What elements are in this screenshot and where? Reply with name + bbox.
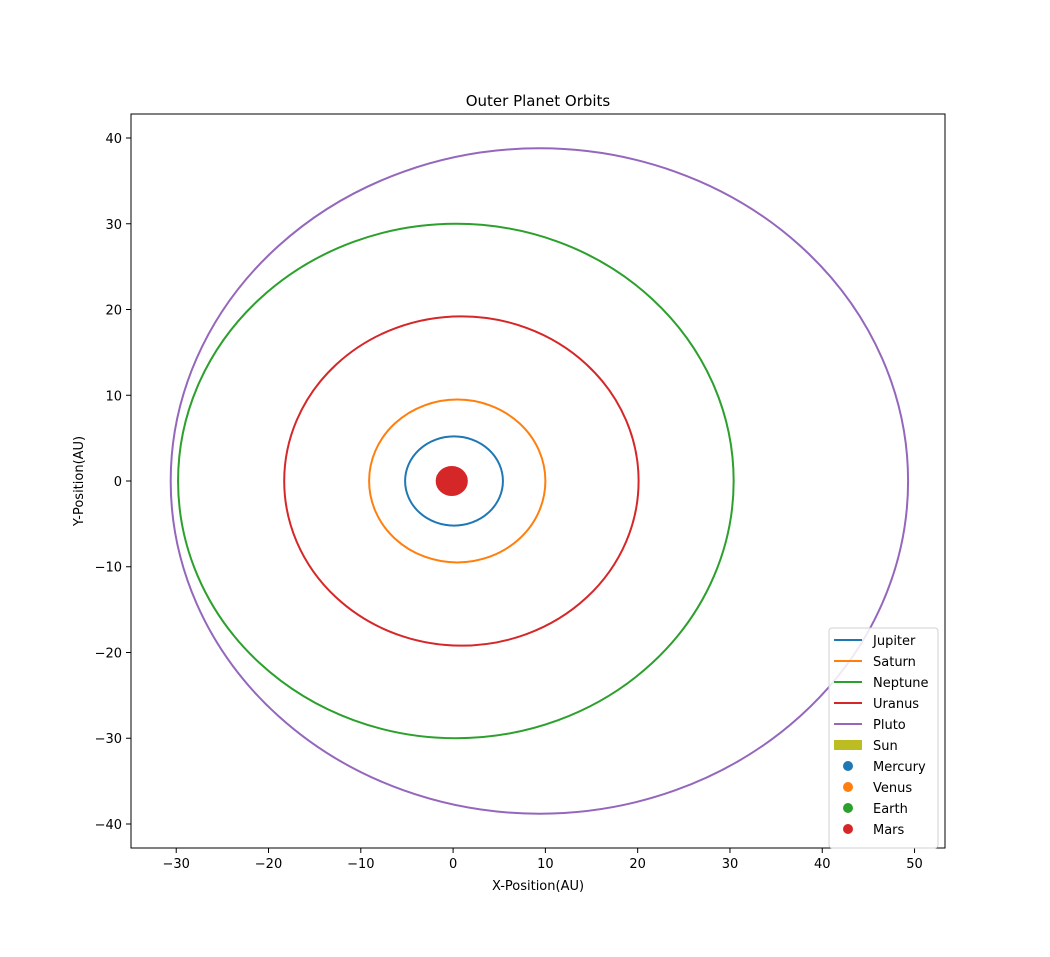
chart-title: Outer Planet Orbits bbox=[466, 92, 611, 110]
legend-label-venus: Venus bbox=[873, 781, 912, 796]
y-tick-label: −30 bbox=[95, 732, 122, 747]
x-axis-label: X-Position(AU) bbox=[492, 879, 584, 894]
legend-label-saturn: Saturn bbox=[873, 655, 916, 670]
y-tick-label: 40 bbox=[105, 132, 122, 147]
legend-label-sun: Sun bbox=[873, 739, 898, 754]
x-tick-label: 40 bbox=[814, 857, 831, 872]
y-tick-label: 20 bbox=[105, 304, 122, 319]
plot-area bbox=[169, 147, 910, 815]
y-tick-label: −20 bbox=[95, 646, 122, 661]
legend: Jupiter Saturn Neptune Uranus Pluto Sun Mercur… bbox=[828, 627, 939, 849]
legend-swatch-sun bbox=[834, 740, 862, 750]
x-axis: −30 −20 −10 0 10 20 30 40 50 bbox=[163, 848, 923, 872]
x-tick-label: −20 bbox=[255, 857, 282, 872]
legend-label-mercury: Mercury bbox=[873, 760, 926, 775]
legend-label-mars: Mars bbox=[873, 823, 905, 838]
axes-frame bbox=[130, 113, 946, 849]
y-tick-label: −10 bbox=[95, 561, 122, 576]
neptune-orbit bbox=[177, 222, 735, 740]
legend-swatch-venus bbox=[843, 782, 853, 792]
legend-label-pluto: Pluto bbox=[873, 718, 906, 733]
legend-swatch-mars bbox=[843, 824, 853, 834]
x-tick-label: −30 bbox=[163, 857, 190, 872]
x-tick-label: 50 bbox=[906, 857, 923, 872]
mars-orbit bbox=[435, 465, 468, 497]
legend-swatch-mercury bbox=[843, 761, 853, 771]
uranus-orbit bbox=[283, 315, 640, 647]
legend-label-neptune: Neptune bbox=[873, 676, 929, 691]
y-tick-label: 30 bbox=[105, 218, 122, 233]
x-tick-label: 0 bbox=[449, 857, 457, 872]
pluto-orbit bbox=[169, 147, 910, 815]
y-tick-label: 10 bbox=[105, 389, 122, 404]
x-tick-label: 30 bbox=[722, 857, 739, 872]
y-axis: −40 −30 −20 −10 0 10 20 30 40 bbox=[95, 132, 131, 833]
legend-swatch-earth bbox=[843, 803, 853, 813]
y-axis-label: Y-Position(AU) bbox=[72, 436, 87, 527]
legend-label-uranus: Uranus bbox=[873, 697, 919, 712]
legend-label-earth: Earth bbox=[873, 802, 908, 817]
x-tick-label: 10 bbox=[537, 857, 554, 872]
x-tick-label: −10 bbox=[347, 857, 374, 872]
legend-label-jupiter: Jupiter bbox=[872, 634, 916, 649]
saturn-orbit bbox=[368, 398, 547, 564]
jupiter-orbit bbox=[404, 435, 504, 527]
y-tick-label: −40 bbox=[95, 818, 122, 833]
y-tick-label: 0 bbox=[114, 475, 122, 490]
x-tick-label: 20 bbox=[629, 857, 646, 872]
